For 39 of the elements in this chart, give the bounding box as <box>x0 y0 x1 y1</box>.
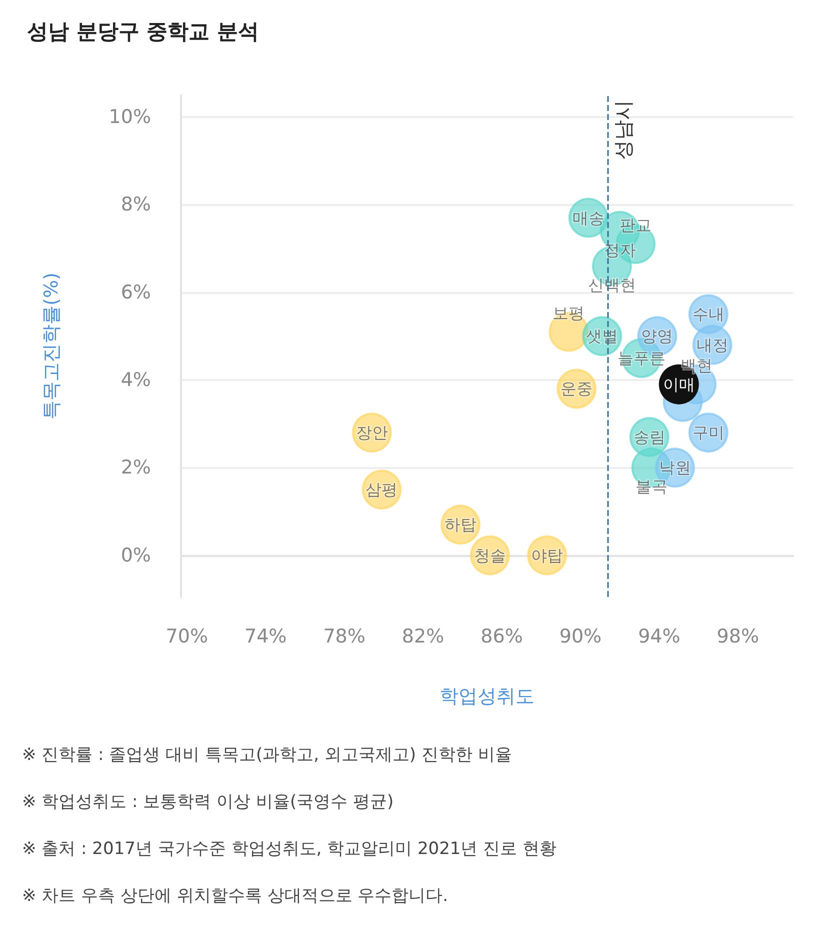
data-label: 장안 <box>356 423 388 442</box>
x-tick-label: 78% <box>323 626 366 648</box>
y-tick-label: 2% <box>120 456 151 479</box>
x-tick-label: 90% <box>559 626 602 648</box>
ref-line-label: 성남시 <box>611 100 636 160</box>
x-tick-label: 98% <box>716 626 760 648</box>
data-label: 백현 <box>680 356 713 375</box>
x-tick-label: 94% <box>638 626 680 648</box>
data-label: 매송 <box>572 208 604 228</box>
y-tick-label: 8% <box>120 194 151 216</box>
x-axis-title: 학업성취도 <box>440 686 534 708</box>
x-tick-label: 86% <box>480 626 523 648</box>
data-label: 수내 <box>692 304 724 324</box>
y-tick-label: 4% <box>120 368 151 391</box>
data-label: 송림 <box>633 427 666 446</box>
y-axis-title: 특목고진학률(%) <box>40 272 62 420</box>
y-tick-label: 10% <box>108 106 151 128</box>
x-tick-label: 70% <box>166 626 208 648</box>
data-label: 내정 <box>696 335 728 354</box>
x-tick-label: 74% <box>244 626 287 648</box>
data-label: 정자 <box>604 240 636 260</box>
data-label: 이매 <box>662 374 695 394</box>
data-label: 청솔 <box>474 546 506 565</box>
x-tick-label: 82% <box>402 626 444 648</box>
data-label: 양영 <box>641 326 674 346</box>
y-tick-label: 6% <box>120 281 151 304</box>
y-tick-label: 0% <box>120 544 151 566</box>
data-label: 샛별 <box>586 326 618 346</box>
text: ※ 출처 : 2017년 국가수준 학업성취도, 학교알리미 2021년 진로 현황 <box>22 838 557 861</box>
text: ※ 학업성취도 : 보통학력 이상 비율(국영수 평균) <box>22 791 395 814</box>
data-label: 구미 <box>692 423 724 442</box>
data-label: 낙원 <box>658 458 691 478</box>
data-label: 야탑 <box>531 546 564 565</box>
data-label: 운중 <box>560 379 593 398</box>
data-label: 삼평 <box>366 480 398 500</box>
text: ※ 진학률 : 졸업생 대비 특목고(과학고, 외고국제고) 진학한 비율 <box>22 744 513 767</box>
text: ※ 차트 우측 상단에 위치할수록 상대적으로 우수합니다. <box>22 885 450 908</box>
data-label: 하탑 <box>444 515 476 534</box>
chart-title: 성남 분당구 중학교 분석 <box>27 20 259 44</box>
